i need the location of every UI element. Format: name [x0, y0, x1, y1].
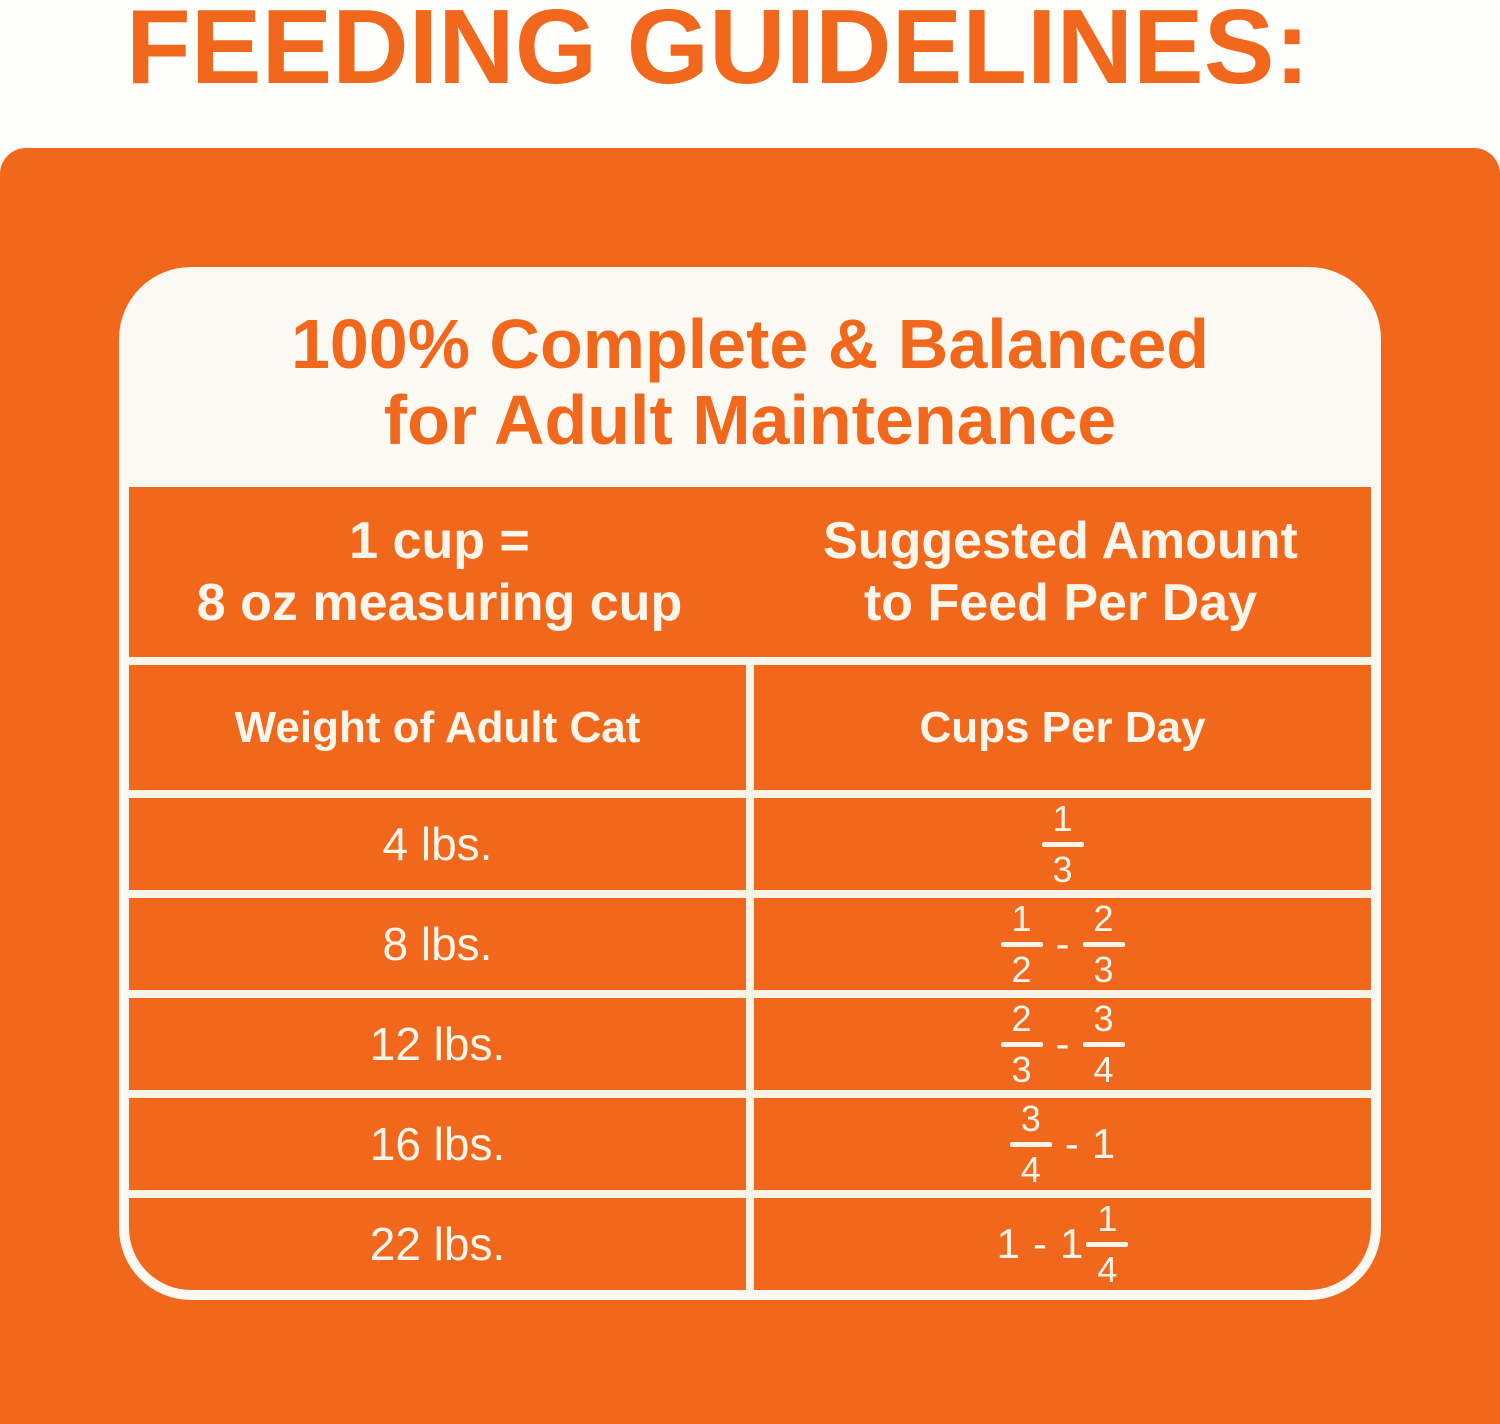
fraction-bar — [1009, 1141, 1052, 1147]
fraction-bar — [1082, 1041, 1125, 1047]
fraction-numerator: 2 — [1093, 897, 1114, 939]
fraction-numerator: 1 — [1011, 897, 1032, 939]
fraction-numerator: 1 — [1052, 797, 1073, 839]
cups-text: - — [1055, 1020, 1070, 1067]
table-row: 16 lbs. 3 4-1 — [129, 1098, 1371, 1190]
fraction-bar — [1082, 941, 1125, 947]
fraction-denominator: 4 — [1093, 1048, 1114, 1090]
fraction-bar — [1041, 841, 1084, 847]
cups-text: - — [1033, 1220, 1047, 1267]
guidelines-card: 100% Complete & Balanced for Adult Maint… — [119, 267, 1381, 1300]
card-title: 100% Complete & Balanced for Adult Maint… — [129, 277, 1371, 487]
fraction-numerator: 3 — [1093, 997, 1114, 1039]
header-cup-measure: 1 cup = 8 oz measuring cup — [129, 487, 750, 657]
fraction-bar — [1086, 1241, 1129, 1247]
cups-text: 1 — [996, 1220, 1020, 1267]
fraction-denominator: 2 — [1011, 948, 1032, 990]
table-subheader-row: Weight of Adult Cat Cups Per Day — [129, 665, 1371, 790]
table-row: 4 lbs. 1 3 — [129, 798, 1371, 890]
header-suggested-amount-line2: to Feed Per Day — [863, 574, 1258, 632]
fraction-numerator: 3 — [1020, 1097, 1041, 1139]
fraction-denominator: 3 — [1052, 848, 1073, 890]
fraction-denominator: 3 — [1011, 1048, 1032, 1090]
table-header-row: 1 cup = 8 oz measuring cup Suggested Amo… — [129, 487, 1371, 657]
fraction-numerator: 1 — [1097, 1197, 1118, 1239]
table-row: 22 lbs. 1-1 1 4 — [129, 1198, 1371, 1290]
header-suggested-amount: Suggested Amount to Feed Per Day — [750, 487, 1371, 657]
header-suggested-amount-line1: Suggested Amount — [823, 512, 1298, 570]
page-title: FEEDING GUIDELINES: — [126, 0, 1310, 106]
card-title-line1: 100% Complete & Balanced — [290, 305, 1210, 383]
header-cup-measure-line2: 8 oz measuring cup — [196, 574, 683, 632]
weight-cell: 8 lbs. — [129, 898, 746, 990]
feeding-table: 1 cup = 8 oz measuring cup Suggested Amo… — [129, 487, 1371, 1290]
weight-cell: 22 lbs. — [129, 1198, 746, 1290]
column-header-cups: Cups Per Day — [754, 665, 1371, 790]
card-title-line2: for Adult Maintenance — [383, 381, 1117, 459]
mixed-whole: 1 — [1060, 1220, 1084, 1267]
orange-panel: 100% Complete & Balanced for Adult Maint… — [0, 148, 1500, 1424]
weight-cell: 4 lbs. — [129, 798, 746, 890]
fraction-denominator: 3 — [1093, 948, 1114, 990]
column-header-weight: Weight of Adult Cat — [129, 665, 746, 790]
cups-text: 1 — [1091, 1120, 1116, 1167]
fraction-denominator: 4 — [1020, 1148, 1041, 1190]
weight-cell: 16 lbs. — [129, 1098, 746, 1190]
fraction-denominator: 4 — [1097, 1248, 1118, 1290]
table-row: 8 lbs. 1 2-2 3 — [129, 898, 1371, 990]
table-row: 12 lbs. 2 3-3 4 — [129, 998, 1371, 1090]
fraction-numerator: 2 — [1011, 997, 1032, 1039]
weight-cell: 12 lbs. — [129, 998, 746, 1090]
fraction-bar — [1000, 1041, 1043, 1047]
header-cup-measure-line1: 1 cup = — [349, 512, 530, 570]
cups-text: - — [1055, 920, 1070, 967]
cups-text: - — [1064, 1120, 1079, 1167]
fraction-bar — [1000, 941, 1043, 947]
